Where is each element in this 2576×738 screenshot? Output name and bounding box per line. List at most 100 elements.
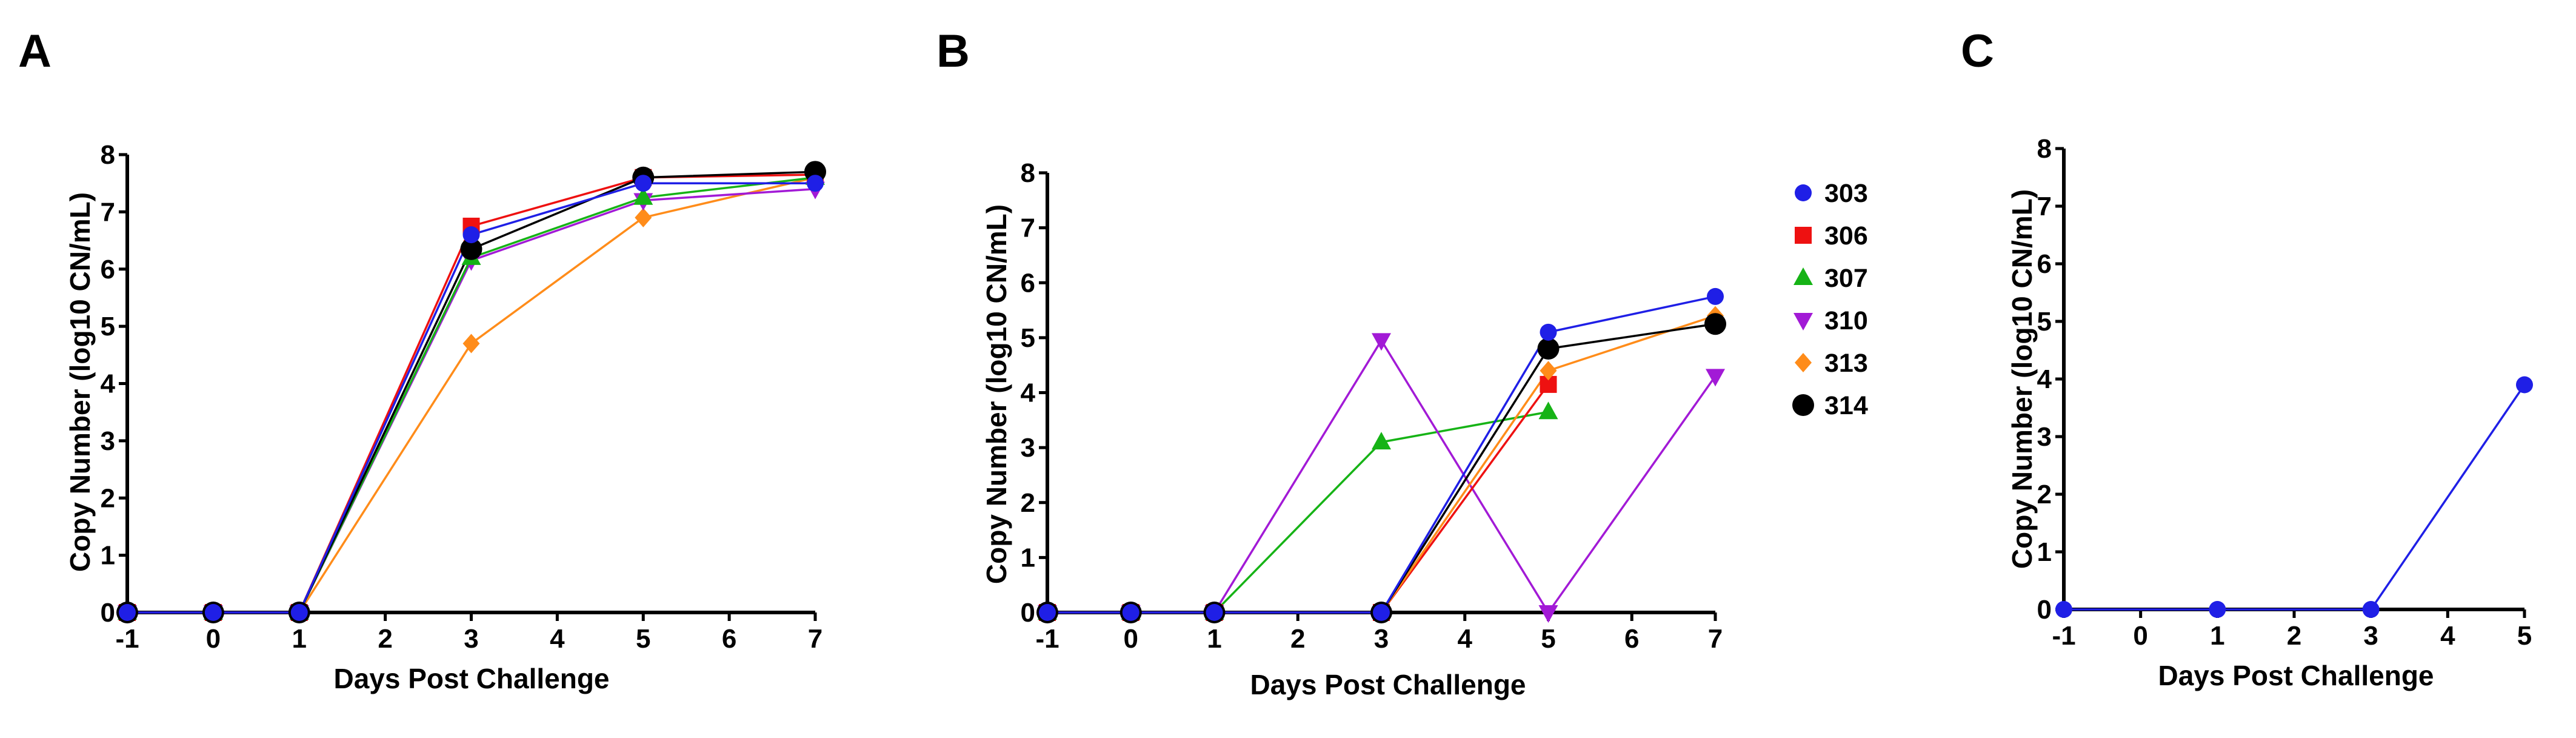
legend-marker-310 — [1794, 313, 1813, 330]
panel-b-x-tick-label: 3 — [1374, 624, 1389, 654]
panel-b-series-307-point — [1372, 432, 1391, 450]
legend-item-307: 307 — [1794, 264, 1868, 293]
panel-b-series-306-line — [1047, 383, 1549, 614]
panel-c-y-tick-label: 8 — [2037, 134, 2052, 164]
panel-a-y-tick-label: 6 — [101, 255, 115, 284]
panel-b-series-310-point — [1538, 605, 1558, 623]
panel-c-x-tick-label: 3 — [2363, 621, 2378, 651]
panel-b-series-303-line — [1047, 295, 1716, 614]
panel-b-series-307-point — [1538, 401, 1558, 420]
panel-b-y-tick-label: 7 — [1021, 213, 1035, 243]
panel-a-series-303-point — [204, 604, 222, 621]
panel-a-y-axis-title: Copy Number (log10 CN/mL) — [64, 192, 96, 572]
panel-c-y-axis-title: Copy Number (log10 CN/mL) — [2006, 189, 2038, 569]
legend-label-306: 306 — [1824, 221, 1868, 250]
panel-a-x-tick-label: 1 — [292, 624, 307, 654]
panel-a-x-tick-label: 7 — [808, 624, 823, 654]
panel-a-series-303-line — [127, 182, 815, 614]
legend-marker-314 — [1792, 394, 1814, 416]
panel-c-x-tick-label: 0 — [2133, 621, 2147, 651]
panel-a-series-303-point — [462, 226, 480, 244]
panel-b-series-303-point — [1707, 287, 1724, 305]
panel-letter-b: B — [936, 25, 970, 77]
panel-letter-a: A — [18, 25, 52, 77]
panel-b-series-303-point — [1373, 604, 1390, 621]
panel-c-series-303-point — [2209, 601, 2226, 618]
panel-a-y-tick-label: 4 — [101, 369, 116, 399]
legend-label-310: 310 — [1824, 306, 1868, 335]
panel-b-series-303-point — [1122, 604, 1140, 621]
panel-b-series-310-point — [1372, 333, 1391, 351]
panel-b-x-tick-label: -1 — [1035, 624, 1059, 654]
panel-a-series-314-point — [460, 238, 482, 260]
panel-b-x-tick-label: 6 — [1624, 624, 1639, 654]
panel-b-y-tick-label: 8 — [1021, 158, 1035, 188]
panel-c-x-tick-label: -1 — [2052, 621, 2075, 651]
panel-c-x-axis-title: Days Post Challenge — [2158, 660, 2434, 691]
panel-b-series-313-point — [1540, 361, 1557, 381]
panel-a-y-tick-label: 7 — [101, 197, 115, 227]
legend: 303 306 307 310 313 314 — [1792, 179, 1868, 420]
panel-a-y-tick-label: 0 — [101, 598, 115, 628]
panel-a-y-tick-label: 1 — [101, 541, 115, 571]
panel-a-series-303-point — [635, 175, 652, 192]
panel-b-y-tick-label: 6 — [1021, 268, 1035, 298]
panel-a-series-303-point — [119, 604, 136, 621]
panel-b-series-303-point — [1540, 323, 1557, 341]
panel-b-series-303-point — [1206, 604, 1223, 621]
panel-b-y-axis-title: Copy Number (log10 CN/mL) — [981, 204, 1012, 584]
panel-a-y-tick-label: 3 — [101, 426, 115, 456]
legend-label-313: 313 — [1824, 349, 1868, 378]
legend-item-306: 306 — [1795, 221, 1868, 250]
legend-item-314: 314 — [1792, 391, 1868, 420]
panel-b-series-310-line — [1047, 338, 1717, 615]
panel-b-x-tick-label: 2 — [1290, 624, 1305, 654]
panel-a-y-tick-label: 2 — [101, 483, 115, 513]
panel-b-y-tick-label: 1 — [1021, 543, 1035, 572]
legend-item-313: 313 — [1795, 349, 1868, 378]
panel-c-y-tick-label: 5 — [2037, 307, 2052, 337]
legend-marker-307 — [1794, 267, 1813, 285]
panel-b-x-tick-label: 0 — [1124, 624, 1138, 654]
panel-b-y-tick-label: 2 — [1021, 488, 1035, 518]
panel-c-y-tick-label: 3 — [2037, 422, 2052, 452]
panel-b-x-tick-label: 1 — [1207, 624, 1221, 654]
panel-b-series-314-line — [1047, 323, 1716, 614]
panel-b-x-tick-label: 7 — [1708, 624, 1723, 654]
legend-label-307: 307 — [1824, 264, 1868, 293]
panel-c-x-tick-label: 2 — [2287, 621, 2301, 651]
panel-a-x-tick-label: -1 — [115, 624, 139, 654]
panel-c-series-303-point — [2362, 601, 2380, 618]
panel-c-y-tick-label: 7 — [2037, 192, 2052, 221]
panel-a-x-tick-label: 6 — [722, 624, 736, 654]
panel-b-series-303-point — [1039, 604, 1056, 621]
panel-a-x-tick-label: 0 — [206, 624, 221, 654]
panel-b-y-tick-label: 5 — [1021, 323, 1035, 353]
panel-b-x-tick-label: 4 — [1458, 624, 1473, 654]
legend-item-303: 303 — [1795, 179, 1868, 208]
panel-a-series-307-point — [633, 187, 653, 205]
panel-c-x-tick-label: 5 — [2517, 621, 2532, 651]
panel-c-series-303-line — [2064, 384, 2526, 611]
legend-label-303: 303 — [1824, 179, 1868, 208]
panel-a-series-303-point — [807, 175, 824, 192]
panel-c-series-303-point — [2516, 376, 2533, 394]
panel-a-series-313-point — [462, 334, 480, 354]
panel-a-series-313-point — [635, 207, 652, 227]
panel-b-series-314-point — [1704, 313, 1726, 335]
panel-a-x-axis-title: Days Post Challenge — [333, 663, 609, 694]
panel-a-series-303-point — [290, 604, 308, 621]
panel-c-y-tick-label: 1 — [2037, 537, 2052, 567]
panel-c-y-tick-label: 2 — [2037, 480, 2052, 509]
panel-c-y-tick-label: 6 — [2037, 249, 2052, 279]
panel-c-x-tick-label: 4 — [2440, 621, 2455, 651]
panel-c-x-tick-label: 1 — [2210, 621, 2224, 651]
panel-b-x-axis-title: Days Post Challenge — [1250, 669, 1526, 700]
panel-a-x-tick-label: 5 — [636, 624, 650, 654]
legend-marker-303 — [1795, 184, 1812, 201]
panel-a-x-tick-label: 4 — [550, 624, 565, 654]
